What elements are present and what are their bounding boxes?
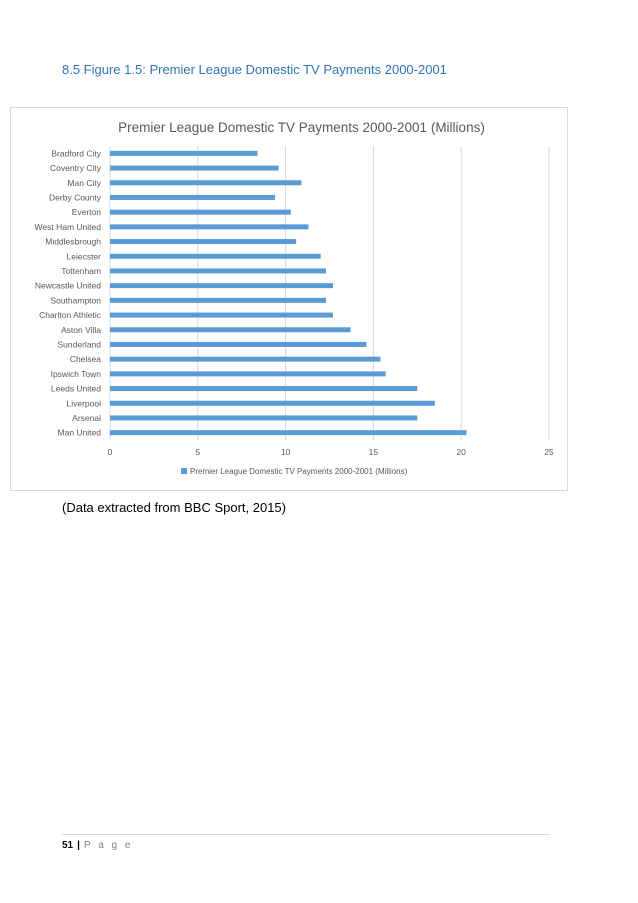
page-number: 51 [62, 840, 74, 851]
bar [110, 371, 386, 377]
bar [110, 150, 258, 156]
x-tick-label: 20 [456, 447, 466, 457]
bar [110, 430, 467, 436]
category-label: Tottenham [61, 266, 101, 276]
legend-label: Premier League Domestic TV Payments 2000… [190, 467, 408, 476]
bar [110, 165, 279, 171]
category-label: Ipswich Town [51, 369, 102, 379]
category-label: West Ham United [35, 222, 102, 232]
bar [110, 239, 297, 245]
bar [110, 224, 309, 230]
category-label: Everton [72, 207, 102, 217]
x-tick-label: 10 [281, 447, 291, 457]
bar [110, 356, 381, 362]
bar [110, 253, 321, 259]
bar [110, 180, 302, 186]
x-tick-label: 0 [108, 447, 113, 457]
category-label: Liverpool [67, 398, 102, 408]
x-tick-label: 25 [544, 447, 554, 457]
category-label: Chelsea [70, 354, 101, 364]
source-note: (Data extracted from BBC Sport, 2015) [62, 500, 286, 515]
category-label: Leiecster [67, 251, 102, 261]
bar [110, 386, 418, 392]
x-tick-label: 15 [369, 447, 379, 457]
chart-title: Premier League Domestic TV Payments 2000… [118, 120, 485, 135]
bar [110, 415, 418, 421]
category-label: Newcastle United [35, 281, 101, 291]
category-label: Man City [67, 178, 101, 188]
chart-container: Premier League Domestic TV Payments 2000… [10, 107, 568, 491]
page-word: P a g e [83, 840, 133, 851]
bar-chart: Premier League Domestic TV Payments 2000… [35, 120, 554, 476]
bar [110, 194, 276, 200]
category-label: Man United [58, 428, 102, 438]
category-label: Aston Villa [61, 325, 101, 335]
bar [110, 341, 367, 347]
legend-swatch [181, 468, 187, 474]
bar [110, 209, 291, 215]
category-label: Bradford City [51, 148, 101, 158]
category-label: Derby County [49, 192, 102, 202]
category-label: Middlesbrough [45, 237, 101, 247]
category-label: Leeds United [51, 384, 101, 394]
bar [110, 297, 326, 303]
category-label: Sunderland [58, 339, 102, 349]
figure-heading: 8.5 Figure 1.5: Premier League Domestic … [62, 62, 447, 77]
page-footer: 51 | P a g e [62, 840, 133, 851]
bar [110, 327, 351, 333]
bar [110, 283, 334, 289]
category-label: Southampton [50, 295, 101, 305]
footer-separator: | [77, 840, 80, 851]
bar [110, 312, 334, 318]
bar [110, 400, 435, 406]
category-label: Coventry City [50, 163, 102, 173]
bar [110, 268, 326, 274]
category-label: Arsenal [72, 413, 101, 423]
footer-divider [62, 834, 550, 835]
category-label: Charlton Athletic [39, 310, 102, 320]
x-tick-label: 5 [195, 447, 200, 457]
